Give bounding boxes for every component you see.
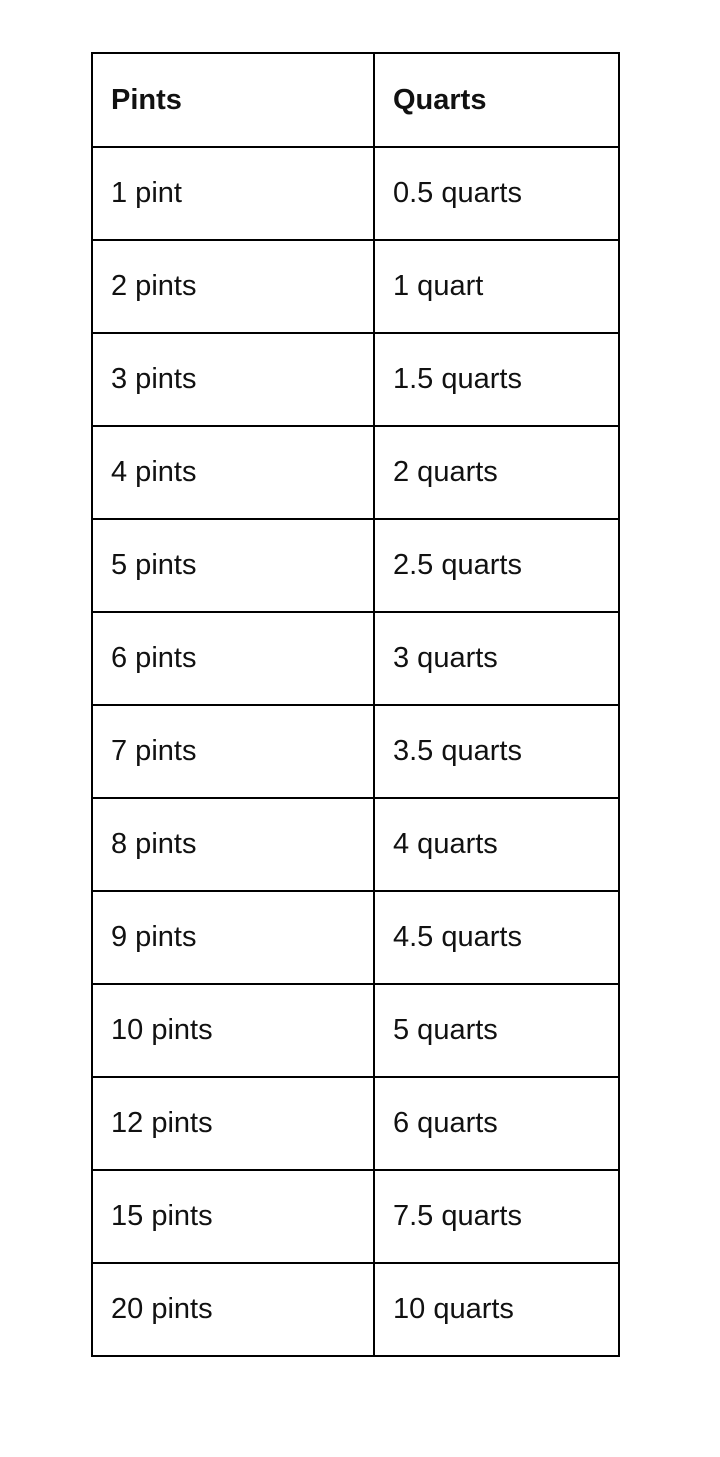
table-row: 5 pints 2.5 quarts [91, 518, 620, 613]
header-quarts: Quarts [373, 52, 620, 148]
cell-pints: 6 pints [91, 611, 375, 706]
cell-pints: 4 pints [91, 425, 375, 520]
table-row: 12 pints 6 quarts [91, 1076, 620, 1171]
table-row: 20 pints 10 quarts [91, 1262, 620, 1357]
cell-quarts: 1 quart [373, 239, 620, 334]
cell-quarts: 4 quarts [373, 797, 620, 892]
table-row: 3 pints 1.5 quarts [91, 332, 620, 427]
table-row: 8 pints 4 quarts [91, 797, 620, 892]
header-row: Pints Quarts [91, 52, 620, 148]
cell-quarts: 10 quarts [373, 1262, 620, 1357]
cell-pints: 8 pints [91, 797, 375, 892]
cell-pints: 3 pints [91, 332, 375, 427]
cell-quarts: 2 quarts [373, 425, 620, 520]
cell-pints: 15 pints [91, 1169, 375, 1264]
table-row: 2 pints 1 quart [91, 239, 620, 334]
cell-quarts: 4.5 quarts [373, 890, 620, 985]
table-row: 10 pints 5 quarts [91, 983, 620, 1078]
table-row: 15 pints 7.5 quarts [91, 1169, 620, 1264]
cell-pints: 2 pints [91, 239, 375, 334]
table-row: 6 pints 3 quarts [91, 611, 620, 706]
cell-quarts: 3.5 quarts [373, 704, 620, 799]
cell-quarts: 2.5 quarts [373, 518, 620, 613]
cell-quarts: 6 quarts [373, 1076, 620, 1171]
header-pints: Pints [91, 52, 375, 148]
cell-pints: 9 pints [91, 890, 375, 985]
cell-quarts: 0.5 quarts [373, 146, 620, 241]
cell-pints: 12 pints [91, 1076, 375, 1171]
cell-pints: 20 pints [91, 1262, 375, 1357]
conversion-table: Pints Quarts 1 pint 0.5 quarts 2 pints 1 qu… [91, 52, 620, 1357]
cell-pints: 5 pints [91, 518, 375, 613]
cell-quarts: 7.5 quarts [373, 1169, 620, 1264]
table-row: 4 pints 2 quarts [91, 425, 620, 520]
table-row: 1 pint 0.5 quarts [91, 146, 620, 241]
cell-pints: 10 pints [91, 983, 375, 1078]
cell-pints: 1 pint [91, 146, 375, 241]
cell-quarts: 1.5 quarts [373, 332, 620, 427]
cell-pints: 7 pints [91, 704, 375, 799]
cell-quarts: 3 quarts [373, 611, 620, 706]
table-row: 9 pints 4.5 quarts [91, 890, 620, 985]
table-row: 7 pints 3.5 quarts [91, 704, 620, 799]
cell-quarts: 5 quarts [373, 983, 620, 1078]
